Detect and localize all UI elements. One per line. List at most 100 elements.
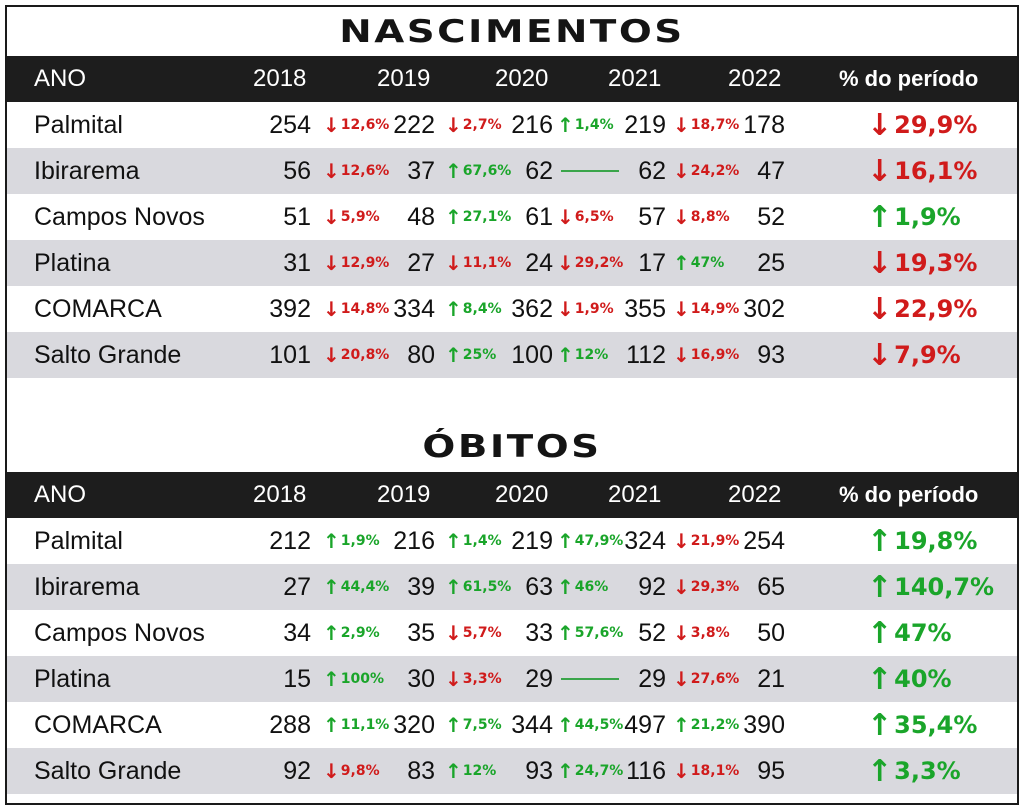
change-indicator: ↓ 14,9%	[673, 286, 739, 332]
change-percent: 47%	[690, 255, 725, 271]
table-row: Campos Novos 51 48 61 57 52 ↓ 5,9% ↑ 27,1% ↓ 6,5% ↓ 8…	[7, 194, 1017, 240]
year-value: 29	[525, 664, 553, 693]
year-value: 25	[757, 248, 785, 277]
change-percent: 1,9%	[340, 533, 380, 549]
period-percent: 19,3%	[894, 249, 978, 277]
year-value: 254	[269, 110, 311, 139]
change-indicator: ↓ 18,7%	[673, 102, 739, 148]
year-value: 35	[407, 618, 435, 647]
change-percent: 44,4%	[340, 579, 390, 595]
change-percent: 3,8%	[690, 625, 730, 641]
table-header: ANO 2018 2019 2020 2021 2022 % do períod…	[7, 56, 1017, 102]
period-total: ↓ 16,1%	[867, 148, 977, 194]
year-value: 17	[638, 248, 666, 277]
row-name: Ibirarema	[34, 156, 140, 185]
change-indicator: ↑ 44,5%	[557, 702, 623, 748]
change-percent: 61,5%	[462, 579, 512, 595]
arrow-up-icon: ↑	[445, 343, 462, 367]
arrow-down-icon: ↓	[867, 153, 893, 189]
year-value: 390	[743, 710, 785, 739]
year-value: 288	[269, 710, 311, 739]
arrow-up-icon: ↑	[867, 661, 893, 697]
year-value: 47	[757, 156, 785, 185]
arrow-up-icon: ↑	[445, 759, 462, 783]
table-row: Platina 31 27 24 17 25 ↓ 12,9% ↓ 11,1% ↓ 29,2% ↑ 47% ↓…	[7, 240, 1017, 286]
arrow-up-icon: ↑	[445, 205, 462, 229]
period-total: ↑ 40%	[867, 656, 952, 702]
header-year: 2019	[377, 65, 431, 92]
no-change-line	[561, 170, 619, 172]
year-value: 37	[407, 156, 435, 185]
no-change-line	[561, 678, 619, 680]
change-percent: 47,9%	[574, 533, 624, 549]
table-row: Salto Grande 92 83 93 116 95 ↓ 9,8% ↑ 12% ↑ 24,7% ↓ 1…	[7, 748, 1017, 794]
change-percent: 5,9%	[340, 209, 380, 225]
year-value: 219	[624, 110, 666, 139]
change-percent: 12,6%	[340, 117, 390, 133]
arrow-down-icon: ↓	[323, 159, 340, 183]
change-indicator: ↓ 12,6%	[323, 148, 389, 194]
year-value: 63	[525, 572, 553, 601]
year-value: 29	[638, 664, 666, 693]
change-percent: 29,2%	[574, 255, 624, 271]
change-percent: 100%	[340, 671, 385, 687]
table-row: Palmital 212 216 219 324 254 ↑ 1,9% ↑ 1,4% ↑ 47,9% ↓…	[7, 518, 1017, 564]
change-indicator: ↓ 29,3%	[673, 564, 739, 610]
rows-deaths: Palmital 212 216 219 324 254 ↑ 1,9% ↑ 1,4% ↑ 47,9% ↓…	[7, 518, 1017, 794]
change-indicator: ↑ 47%	[673, 240, 724, 286]
change-percent: 29,3%	[690, 579, 740, 595]
period-percent: 7,9%	[894, 341, 961, 369]
year-value: 31	[283, 248, 311, 277]
change-percent: 8,8%	[690, 209, 730, 225]
change-indicator: ↑ 8,4%	[445, 286, 502, 332]
change-percent: 12%	[462, 763, 497, 779]
change-indicator: ↓ 29,2%	[557, 240, 623, 286]
header-label: ANO	[34, 481, 87, 508]
row-name: Salto Grande	[34, 756, 182, 785]
change-percent: 57,6%	[574, 625, 624, 641]
year-value: 222	[393, 110, 435, 139]
year-value: 56	[283, 156, 311, 185]
year-value: 50	[757, 618, 785, 647]
year-value: 112	[626, 340, 666, 369]
change-indicator: ↓ 6,5%	[557, 194, 614, 240]
period-percent: 22,9%	[894, 295, 978, 323]
change-percent: 12,6%	[340, 163, 390, 179]
change-indicator: ↓ 24,2%	[673, 148, 739, 194]
deaths-table: ANO 2018 2019 2020 2021 2022 % do períod…	[7, 472, 1017, 794]
period-total: ↑ 3,3%	[867, 748, 961, 794]
period-total: ↑ 140,7%	[867, 564, 994, 610]
change-indicator: ↓ 12,6%	[323, 102, 389, 148]
year-value: 355	[624, 294, 666, 323]
year-value: 62	[525, 156, 553, 185]
year-value: 100	[511, 340, 553, 369]
period-total: ↑ 35,4%	[867, 702, 977, 748]
arrow-down-icon: ↓	[673, 297, 690, 321]
arrow-down-icon: ↓	[867, 337, 893, 373]
change-indicator: ↓ 11,1%	[445, 240, 511, 286]
change-percent: 1,9%	[574, 301, 614, 317]
change-percent: 27,6%	[690, 671, 740, 687]
table-row: COMARCA 288 320 344 497 390 ↑ 11,1% ↑ 7,5% ↑ 44,5% ↑…	[7, 702, 1017, 748]
year-value: 344	[511, 710, 553, 739]
change-indicator: ↓ 20,8%	[323, 332, 389, 378]
births-table: ANO 2018 2019 2020 2021 2022 % do períod…	[7, 56, 1017, 378]
arrow-down-icon: ↓	[445, 251, 462, 275]
year-value: 27	[283, 572, 311, 601]
period-total: ↑ 19,8%	[867, 518, 977, 564]
rows-births: Palmital 254 222 216 219 178 ↓ 12,6% ↓ 2,7% ↑ 1,4% ↓…	[7, 102, 1017, 378]
period-percent: 35,4%	[894, 711, 978, 739]
arrow-down-icon: ↓	[323, 759, 340, 783]
arrow-up-icon: ↑	[673, 713, 690, 737]
header-year: 2018	[253, 65, 307, 92]
row-name: Platina	[34, 664, 111, 693]
arrow-down-icon: ↓	[445, 113, 462, 137]
change-percent: 12%	[574, 347, 609, 363]
year-value: 219	[511, 526, 553, 555]
row-name: COMARCA	[34, 710, 162, 739]
arrow-down-icon: ↓	[673, 759, 690, 783]
change-percent: 21,2%	[690, 717, 740, 733]
table-row: Ibirarema 56 37 62 62 47 ↓ 12,6% ↑ 67,6% ↓ 24,2% ↓ 16…	[7, 148, 1017, 194]
arrow-up-icon: ↑	[445, 713, 462, 737]
arrow-up-icon: ↑	[323, 575, 340, 599]
